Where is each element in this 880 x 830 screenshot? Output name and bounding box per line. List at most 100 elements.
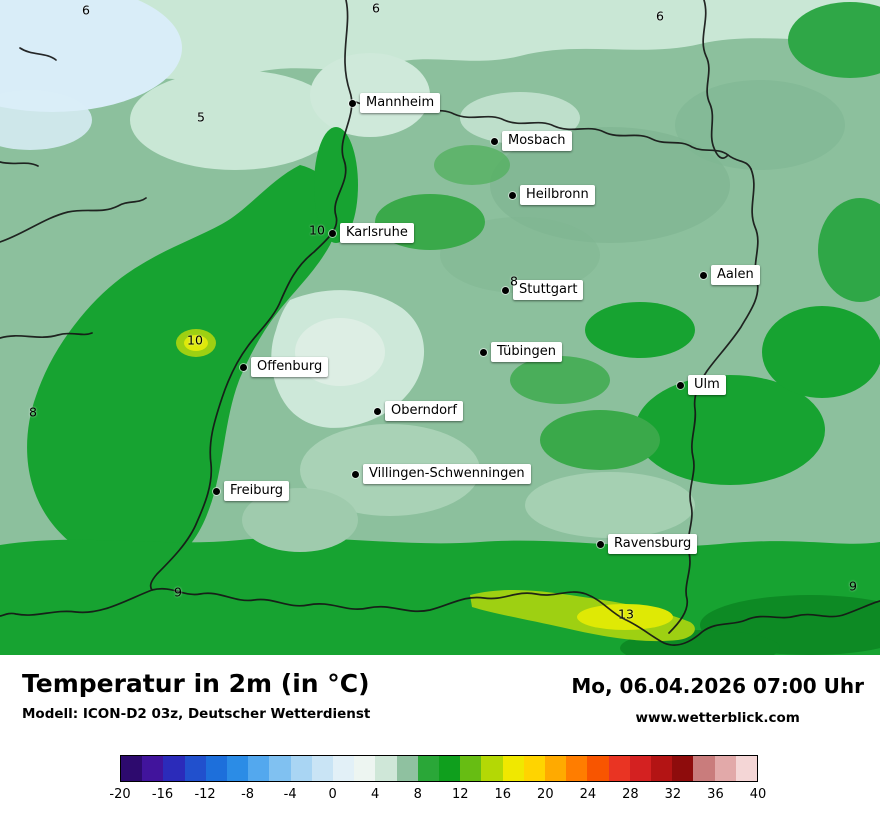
legend-color-segment — [460, 756, 482, 781]
legend-tick-label: 36 — [707, 787, 724, 802]
city-label: Ulm — [688, 375, 726, 395]
city-dot-icon — [509, 191, 516, 199]
legend-tick-label: 16 — [494, 787, 512, 802]
city-label: Mannheim — [360, 93, 441, 113]
city-label: Freiburg — [224, 481, 290, 501]
legend-color-segment — [735, 756, 758, 781]
city-label: Oberndorf — [385, 401, 463, 421]
legend-color-segment — [672, 756, 694, 781]
legend-color-segment — [651, 756, 673, 781]
legend-color-segment — [290, 756, 312, 781]
temperature-value-label: 8 — [510, 273, 518, 289]
legend-color-segment — [566, 756, 588, 781]
legend-color-segment — [629, 756, 652, 781]
city-marker: Ravensburg — [597, 534, 698, 554]
city-layer: Mannheim Mosbach Heilbronn Karlsruhe Stuttga… — [213, 93, 760, 554]
temperature-value-label: 9 — [849, 578, 857, 594]
city-dot-icon — [352, 470, 359, 478]
city-dot-icon — [480, 348, 487, 356]
legend-color-segment — [163, 756, 185, 781]
temperature-value-label: 9 — [174, 584, 182, 600]
legend-colorbar — [120, 755, 758, 782]
city-marker: Heilbronn — [509, 185, 595, 205]
weather-map: Mannheim Mosbach Heilbronn Karlsruhe Stuttga… — [0, 0, 880, 655]
temperature-value-label: 6 — [82, 2, 90, 18]
temperature-value-label: 13 — [618, 606, 634, 622]
city-dot-icon — [213, 487, 220, 495]
legend-tick-label: 0 — [328, 787, 337, 802]
temperature-value-label: 6 — [656, 8, 664, 24]
legend-tick-label: 20 — [537, 787, 554, 802]
city-marker: Oberndorf — [374, 401, 463, 421]
border-lines — [0, 0, 880, 646]
legend-color-segment — [333, 756, 355, 781]
temperature-value-label: 6 — [372, 0, 380, 16]
legend-color-segment — [311, 756, 334, 781]
city-marker: Stuttgart — [502, 280, 584, 300]
temperature-value-label: 8 — [29, 404, 37, 420]
legend-tick-label: 8 — [413, 787, 422, 802]
legend-color-segment — [248, 756, 270, 781]
legend-color-segment — [396, 756, 418, 781]
legend-color-segment — [184, 756, 206, 781]
footer-panel: Temperatur in 2m (in °C) Modell: ICON-D2… — [0, 655, 880, 830]
legend-color-segment — [354, 756, 376, 781]
legend-color-segment — [502, 756, 524, 781]
city-dot-icon — [700, 271, 707, 279]
temp-label-layer: 6 6 6 5 10 8 10 8 9 13 9 — [29, 0, 857, 622]
city-dot-icon — [329, 229, 336, 237]
city-dot-icon — [597, 540, 604, 548]
map-datetime: Mo, 06.04.2026 07:00 Uhr — [571, 674, 864, 698]
legend-tick-label: 32 — [664, 787, 682, 802]
legend-color-segment — [227, 756, 249, 781]
city-marker: Mosbach — [491, 131, 572, 151]
legend-color-segment — [417, 756, 440, 781]
city-label: Karlsruhe — [340, 223, 414, 243]
map-title: Temperatur in 2m (in °C) — [22, 669, 370, 698]
model-info: Modell: ICON-D2 03z, Deutscher Wetterdie… — [22, 706, 371, 722]
legend-color-segment — [523, 756, 546, 781]
city-dot-icon — [491, 137, 498, 145]
legend-color-segment — [375, 756, 397, 781]
legend-tick-label: 12 — [451, 787, 469, 802]
city-marker: Freiburg — [213, 481, 290, 501]
city-dot-icon — [349, 99, 356, 107]
city-dot-icon — [240, 363, 247, 371]
city-marker: Villingen-Schwenningen — [352, 464, 531, 484]
legend-color-segment — [121, 756, 143, 781]
legend-tick-label: -20 — [109, 787, 131, 802]
city-label: Mosbach — [502, 131, 572, 151]
city-marker: Ulm — [677, 375, 726, 395]
legend-tick-row: -20 -16 -12 -8 -4 0 4 8 12 16 20 24 28 32 36 40 — [109, 787, 766, 805]
legend-tick-label: 24 — [579, 787, 597, 802]
city-label: Offenburg — [251, 357, 329, 377]
legend-color-segment — [714, 756, 736, 781]
legend-color-segment — [481, 756, 503, 781]
legend-color-segment — [439, 756, 461, 781]
legend-color-segment — [205, 756, 228, 781]
legend-tick-label: 4 — [371, 787, 380, 802]
city-marker: Offenburg — [240, 357, 329, 377]
legend-tick-label: 28 — [622, 787, 639, 802]
temperature-legend: -20 -16 -12 -8 -4 0 4 8 12 16 20 24 28 32 36 40 — [109, 755, 766, 805]
city-marker: Aalen — [700, 265, 760, 285]
legend-tick-label: 40 — [749, 787, 767, 802]
legend-color-segment — [608, 756, 630, 781]
website-label: www.wetterblick.com — [635, 710, 800, 726]
legend-color-segment — [693, 756, 715, 781]
city-label: Heilbronn — [520, 185, 595, 205]
city-dot-icon — [677, 381, 684, 389]
legend-tick-label: -4 — [283, 787, 297, 802]
legend-color-segment — [545, 756, 567, 781]
city-marker: Karlsruhe — [329, 223, 414, 243]
city-marker: Mannheim — [349, 93, 441, 113]
legend-tick-label: -8 — [241, 787, 255, 802]
city-label: Stuttgart — [513, 280, 584, 300]
city-dot-icon — [502, 286, 509, 294]
temperature-value-label: 10 — [309, 222, 325, 238]
city-label: Villingen-Schwenningen — [363, 464, 531, 484]
legend-tick-label: -16 — [151, 787, 174, 802]
legend-color-segment — [269, 756, 291, 781]
legend-color-segment — [587, 756, 609, 781]
